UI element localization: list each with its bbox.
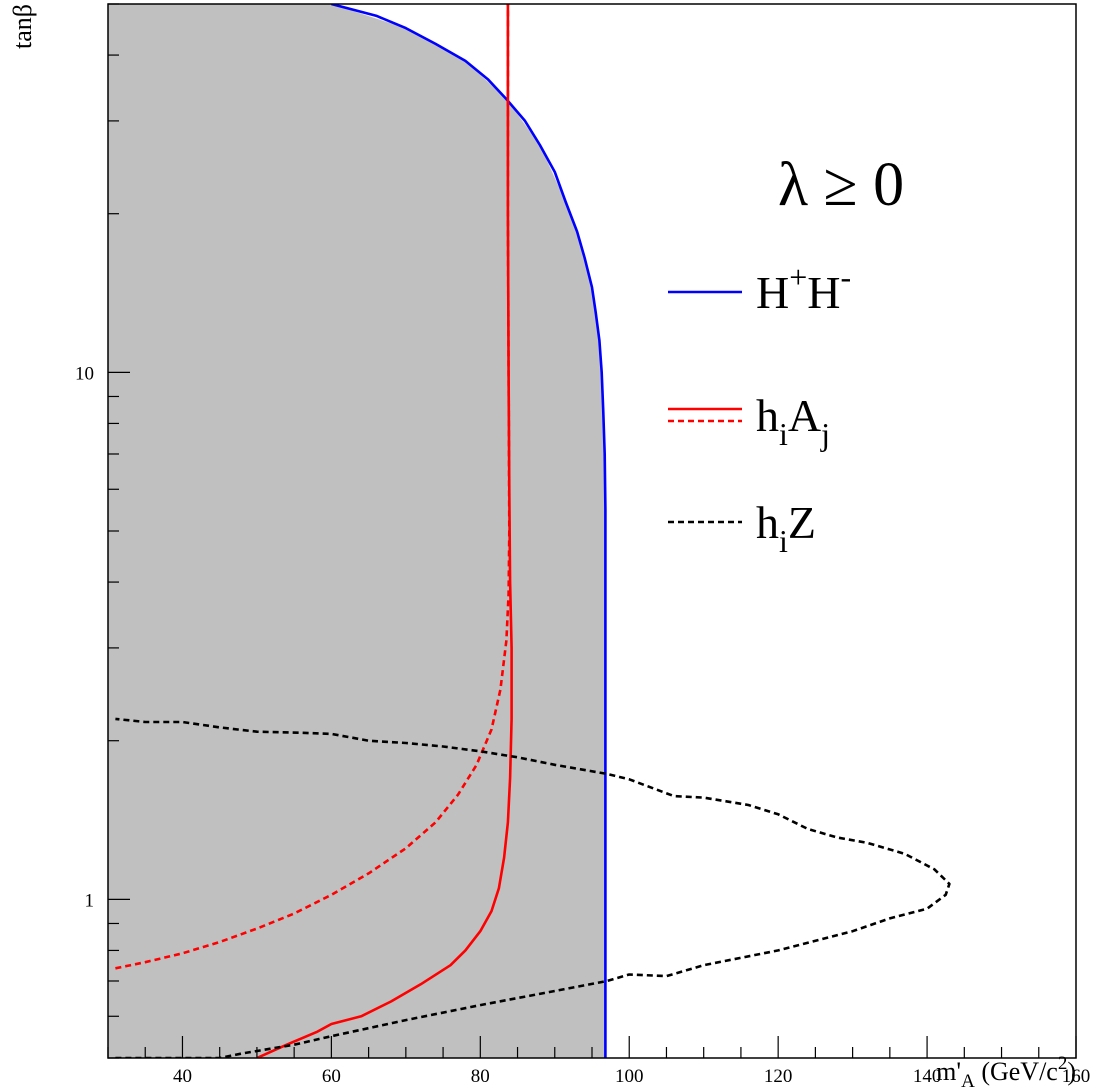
x-axis-title-sub: A <box>961 1071 975 1091</box>
legend-label-part: A <box>788 390 821 441</box>
series-line-1 <box>331 4 607 1058</box>
legend-label-2: hiAj <box>756 390 830 452</box>
legend-label-part: Z <box>788 497 816 548</box>
legend-label-sup: - <box>841 259 852 295</box>
x-axis-title-sup: 2 <box>1058 1053 1068 1074</box>
x-tick-label: 40 <box>173 1066 192 1087</box>
excluded-region-layer <box>108 4 606 1058</box>
legend-label-part: h <box>756 497 779 548</box>
excluded-region <box>108 4 606 1058</box>
legend-label-sub: i <box>779 523 788 559</box>
legend-label-sub: j <box>820 416 830 452</box>
legend-label-sub: i <box>779 416 788 452</box>
y-tick-label: 1 <box>85 890 95 911</box>
legend-label-3: hiZ <box>756 497 816 559</box>
legend-label-1: H+H- <box>756 259 851 318</box>
legend-label-part: h <box>756 390 779 441</box>
y-tick-label: 10 <box>75 363 94 384</box>
x-axis-title: m'A (GeV/c2) <box>936 1053 1076 1091</box>
x-axis-title-main: m' <box>936 1057 961 1086</box>
x-axis-title-unit: (GeV/c <box>975 1057 1058 1086</box>
legend-label-part: H <box>807 267 840 318</box>
x-tick-label: 60 <box>322 1066 341 1087</box>
series-line-3 <box>115 4 511 970</box>
x-tick-label: 120 <box>764 1066 793 1087</box>
legend-label-sup: + <box>789 259 807 295</box>
x-axis-title-close: ) <box>1067 1057 1076 1086</box>
legend-title: λ ≥ 0 <box>778 151 904 219</box>
series-line-4 <box>115 717 951 1058</box>
y-axis-title: tanβ <box>8 4 37 49</box>
x-tick-label: 80 <box>471 1066 490 1087</box>
x-tick-label: 160 <box>1062 1066 1091 1087</box>
legend-label-part: H <box>756 267 789 318</box>
series-layer <box>115 4 951 1058</box>
x-tick-label: 100 <box>615 1066 644 1087</box>
x-tick-label: 140 <box>913 1066 942 1087</box>
